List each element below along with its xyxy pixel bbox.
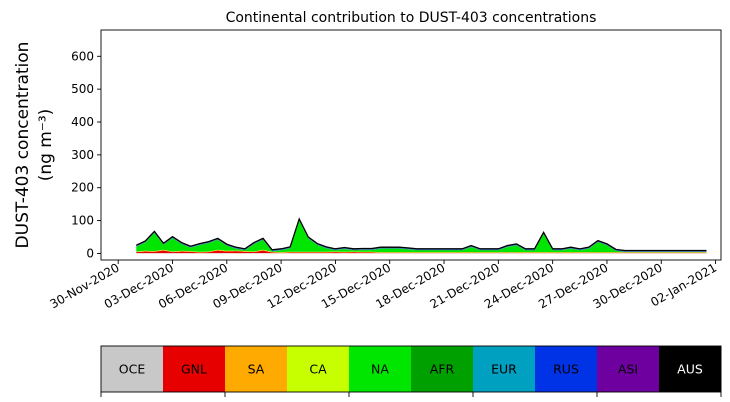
y-axis: 0 100 200 300 400 500 600 (71, 49, 101, 260)
color-legend: OCE GNL SA CA NA AFR EUR RUS ASI AUS (100, 345, 722, 397)
y-tick-label: 300 (71, 148, 94, 162)
legend-swatch-asi (597, 346, 660, 392)
legend-label-ca: CA (309, 362, 327, 377)
area-na (136, 220, 707, 253)
area-ca (136, 249, 707, 253)
legend-swatch-ca (287, 346, 350, 392)
legend-label-afr: AFR (430, 362, 455, 377)
y-axis-label-line2: (ng m⁻³) (36, 109, 56, 182)
y-tick-label: 200 (71, 181, 94, 195)
legend-swatch-afr (411, 346, 474, 392)
total-line-group (136, 217, 707, 252)
legend-label-rus: RUS (553, 362, 579, 377)
legend-label-sa: SA (248, 362, 265, 377)
legend-swatch-eur (473, 346, 536, 392)
legend-label-eur: EUR (491, 362, 517, 377)
y-axis-label-line1: DUST-403 concentration (13, 42, 33, 249)
area-sa (136, 250, 707, 253)
legend-label-na: NA (371, 362, 389, 377)
legend-swatch-na (349, 346, 412, 392)
stacked-areas (136, 218, 707, 254)
total-line (136, 217, 707, 252)
y-tick-label: 0 (86, 246, 94, 260)
legend-swatch-aus (659, 346, 722, 392)
y-tick-label: 100 (71, 214, 94, 228)
x-axis: 30-Nov-202003-Dec-202006-Dec-202009-Dec-… (48, 260, 719, 311)
plot-frame (100, 29, 722, 261)
chart-title: Continental contribution to DUST-403 con… (226, 10, 597, 26)
legend-swatch-sa (225, 346, 288, 392)
y-tick-label: 500 (71, 82, 94, 96)
legend-frame (100, 345, 722, 393)
legend-label-asi: ASI (618, 362, 638, 377)
legend-label-aus: AUS (677, 362, 703, 377)
y-tick-label: 600 (71, 49, 94, 63)
legend-swatch-gnl (163, 346, 226, 392)
legend-swatch-rus (535, 346, 598, 392)
legend-label-oce: OCE (119, 362, 146, 377)
area-gnl (136, 250, 707, 254)
legend-swatch-oce (101, 346, 164, 392)
legend-label-gnl: GNL (181, 362, 207, 377)
y-tick-label: 400 (71, 115, 94, 129)
